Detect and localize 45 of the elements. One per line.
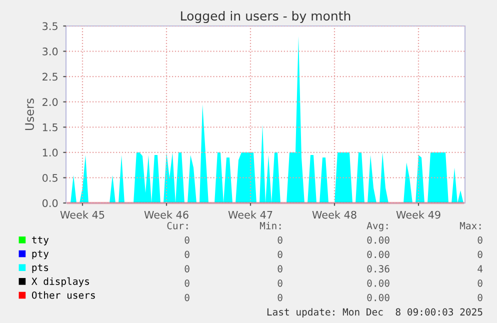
text: 0 bbox=[478, 294, 482, 302]
text: Avg: bbox=[366, 222, 388, 232]
legend-label: Other users bbox=[32, 291, 95, 299]
x-tick-label: Week 47 bbox=[228, 210, 272, 219]
text: Last update: Mon Dec 8 09:00:03 2025 bbox=[267, 308, 482, 318]
legend-label: pty bbox=[32, 250, 49, 260]
text: Cur: bbox=[167, 222, 188, 230]
text: Max: bbox=[460, 222, 481, 230]
y-tick-label: 1.0 bbox=[42, 148, 58, 157]
text: Min: bbox=[260, 222, 281, 230]
y-tick-label: 2.5 bbox=[42, 72, 58, 81]
legend-label: pts bbox=[32, 264, 48, 274]
text: 0.00 bbox=[367, 294, 390, 302]
text: 0.00 bbox=[367, 236, 390, 244]
text: 0 bbox=[278, 265, 282, 272]
text: 0 bbox=[478, 250, 482, 258]
y-tick-label: 2.0 bbox=[42, 98, 58, 106]
y-tick-label: 3.0 bbox=[42, 48, 58, 56]
legend-label: X displays bbox=[32, 277, 90, 287]
text: 0 bbox=[184, 265, 190, 272]
x-tick-label: Week 49 bbox=[396, 210, 440, 219]
x-tick-label: Week 46 bbox=[144, 210, 188, 219]
text: 0 bbox=[278, 280, 282, 287]
legend-label: tty bbox=[32, 236, 49, 246]
text: 0 bbox=[278, 294, 282, 302]
text: 0 bbox=[184, 280, 190, 287]
x-tick-label: Week 45 bbox=[60, 210, 104, 219]
y-tick-label: 0.0 bbox=[42, 199, 58, 208]
text: 0.36 bbox=[367, 265, 390, 272]
text: 0 bbox=[278, 236, 282, 244]
text: 0 bbox=[278, 250, 282, 258]
text: 0 bbox=[184, 250, 190, 258]
y-tick-label: 1.5 bbox=[42, 124, 58, 132]
chart-title: Logged in users - by month bbox=[181, 10, 350, 24]
text: 0 bbox=[184, 236, 190, 244]
text: 0 bbox=[478, 280, 482, 287]
text: 0.00 bbox=[367, 280, 390, 287]
y-tick-label: 0.5 bbox=[42, 174, 58, 182]
text: 4 bbox=[478, 265, 483, 272]
y-axis-title: Users bbox=[25, 98, 34, 130]
text: 0.00 bbox=[367, 250, 390, 258]
text: 0 bbox=[478, 236, 482, 244]
y-tick-label: 3.5 bbox=[42, 22, 58, 30]
x-tick-label: Week 48 bbox=[312, 210, 356, 219]
text: 0 bbox=[184, 294, 190, 302]
